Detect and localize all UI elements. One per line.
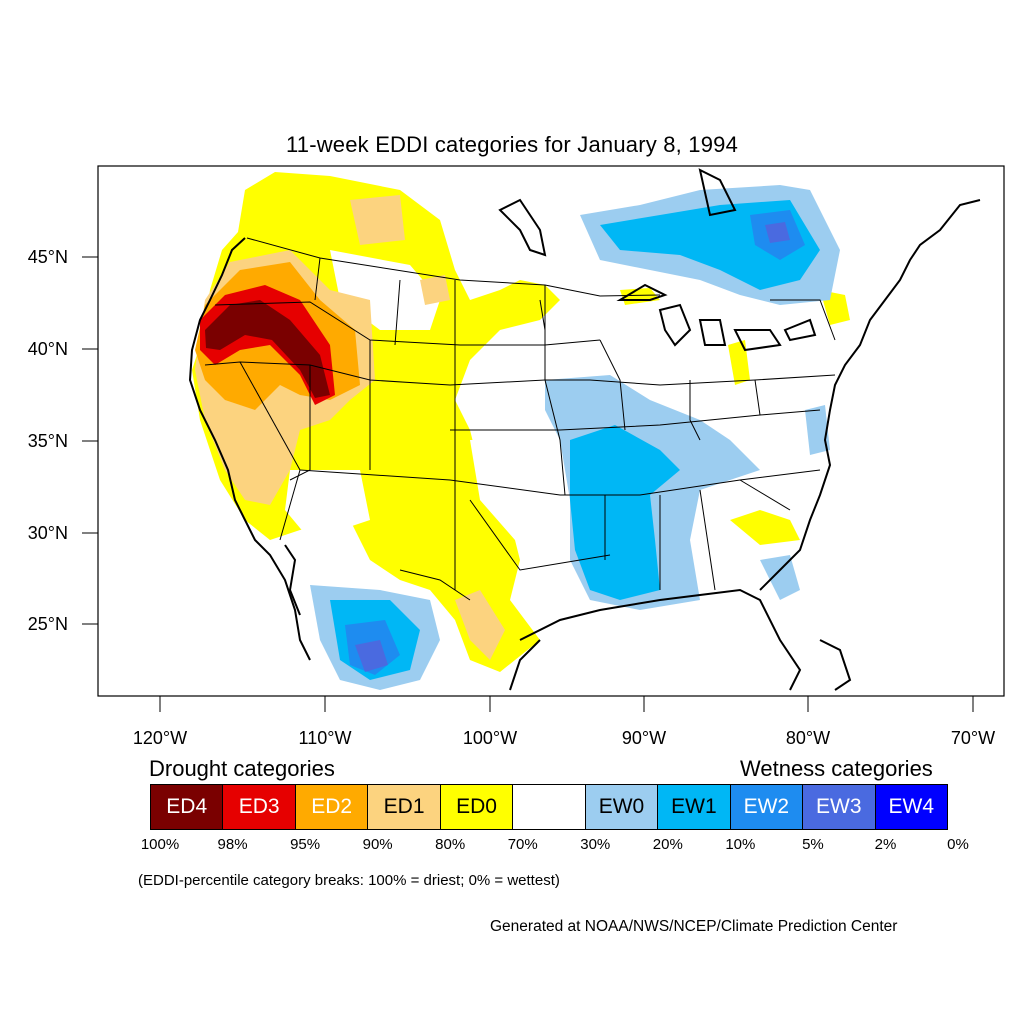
legend-tick-label: 10% (725, 836, 756, 853)
legend-tick-label: 100% (140, 836, 180, 853)
legend-cell-ed1: ED1 (368, 785, 441, 829)
ed4-region (205, 300, 330, 398)
chart-title-text: 11-week EDDI categories for January 8, 1… (285, 132, 739, 157)
category-note: (EDDI-percentile category breaks: 100% =… (138, 872, 560, 889)
lon-label-70: 70°W (951, 728, 995, 748)
ew1-region (570, 425, 680, 600)
eddi-map: 45°N 40°N 35°N 30°N 25°N 120°W 110°W 100… (28, 165, 1005, 748)
legend-colorbar: ED4 ED3 ED2 ED1 ED0 EW0 EW1 EW2 EW3 EW4 (150, 784, 948, 830)
legend-tick-label: 30% (580, 836, 611, 853)
legend-cell-ed3: ED3 (223, 785, 296, 829)
legend-cell-ed0: ED0 (440, 785, 514, 829)
lon-label-80: 80°W (786, 728, 830, 748)
chart-title: 11-week EDDI categories for January 8, 1… (0, 132, 1024, 158)
legend-tick-label: 95% (290, 836, 321, 853)
ew3-region (355, 640, 388, 672)
legend-tick-label: 90% (362, 836, 393, 853)
lat-label-35: 35°N (28, 431, 68, 451)
lon-label-110: 110°W (299, 728, 352, 748)
legend-tick-label: 20% (652, 836, 683, 853)
lon-label-120: 120°W (133, 728, 187, 748)
legend-tick-label: 0% (947, 836, 969, 853)
axis-ticks (82, 256, 974, 712)
legend-tick-label: 2% (874, 836, 897, 853)
map-frame (97, 165, 1005, 697)
legend-tick-label: 70% (507, 836, 538, 853)
legend-cell-ew3: EW3 (803, 785, 876, 829)
drought-heading: Drought categories (149, 756, 335, 781)
legend-tick-label: 98% (217, 836, 248, 853)
legend-cell-ew1: EW1 (658, 785, 731, 829)
legend-cell-ew4: EW4 (875, 785, 947, 829)
wetness-heading: Wetness categories (740, 756, 933, 781)
lat-label-25: 25°N (28, 614, 68, 634)
lon-label-90: 90°W (622, 728, 666, 748)
lat-label-45: 45°N (28, 247, 68, 267)
legend-cell-ew2: EW2 (730, 785, 804, 829)
credit-line: Generated at NOAA/NWS/NCEP/Climate Predi… (490, 918, 898, 935)
legend-tick-label: 5% (802, 836, 824, 853)
map-field (192, 172, 850, 690)
state-boundaries (204, 237, 836, 601)
lat-label-40: 40°N (28, 339, 68, 359)
lon-label-100: 100°W (463, 728, 517, 748)
legend-cell-ed4: ED4 (151, 785, 224, 829)
lat-label-30: 30°N (28, 523, 68, 543)
legend-cell-ed2: ED2 (295, 785, 369, 829)
legend-cell-ew0: EW0 (585, 785, 659, 829)
legend-cell-neutral (513, 785, 586, 829)
legend-tick-label: 80% (435, 836, 466, 853)
coastlines (188, 168, 981, 691)
legend-ticks: 100% 98% 95% 90% 80% 70% 30% 20% 10% 5% 2% 0% (0, 836, 1024, 856)
